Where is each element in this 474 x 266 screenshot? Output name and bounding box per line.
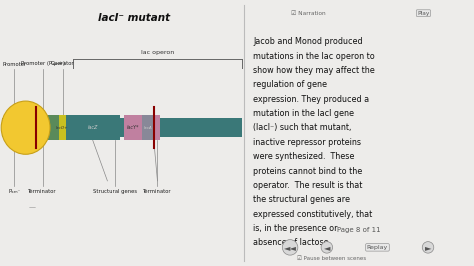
Text: expressed constitutively, that: expressed constitutively, that [253, 210, 373, 219]
Text: lacI⁻ mutant: lacI⁻ mutant [98, 13, 170, 23]
Text: lacZ: lacZ [88, 125, 98, 130]
Text: Terminator: Terminator [28, 189, 57, 194]
Text: mutations in the lac operon to: mutations in the lac operon to [253, 52, 375, 61]
Circle shape [1, 101, 50, 154]
Text: mutation in the lacI gene: mutation in the lacI gene [253, 109, 354, 118]
Text: lac operon: lac operon [141, 49, 174, 55]
Text: inactive repressor proteins: inactive repressor proteins [253, 138, 361, 147]
Bar [125, 115, 142, 140]
Bar [46, 115, 59, 140]
Text: operator.  The result is that: operator. The result is that [253, 181, 363, 190]
Text: Operator: Operator [51, 61, 75, 66]
Text: —: — [28, 205, 35, 210]
Bar [2, 118, 242, 137]
Text: Promoter: Promoter [2, 61, 26, 66]
Text: lacY*: lacY* [127, 125, 139, 130]
Bar [154, 115, 160, 140]
Text: proteins cannot bind to the: proteins cannot bind to the [253, 167, 363, 176]
Text: Replay: Replay [367, 245, 388, 250]
Bar [59, 115, 66, 140]
Text: Terminator: Terminator [143, 189, 172, 194]
Text: show how they may affect the: show how they may affect the [253, 66, 375, 75]
Text: lacA: lacA [144, 126, 152, 130]
Text: Pₓₐₙ⁻: Pₓₐₙ⁻ [8, 189, 20, 194]
Text: ☑ Pause between scenes: ☑ Pause between scenes [297, 256, 366, 261]
Text: (lacI⁻) such that mutant,: (lacI⁻) such that mutant, [253, 123, 352, 132]
Text: lacO+: lacO+ [56, 126, 69, 130]
Text: Page 8 of 11: Page 8 of 11 [337, 227, 381, 233]
Text: ►: ► [425, 243, 431, 252]
Bar [36, 115, 46, 140]
Text: Structural genes: Structural genes [93, 189, 137, 194]
Text: the structural genes are: the structural genes are [253, 195, 350, 204]
Bar [5, 115, 18, 140]
Text: Promoter (Pₓₐₙ+): Promoter (Pₓₐₙ+) [21, 61, 65, 66]
Text: ◄: ◄ [324, 243, 330, 252]
Bar [66, 115, 120, 140]
Text: regulation of gene: regulation of gene [253, 80, 328, 89]
Text: Jacob and Monod produced: Jacob and Monod produced [253, 37, 363, 46]
Text: expression. They produced a: expression. They produced a [253, 95, 369, 104]
Text: is, in the presence or: is, in the presence or [253, 224, 338, 233]
Text: were synthesized.  These: were synthesized. These [253, 152, 355, 161]
Text: Play: Play [417, 11, 429, 16]
Text: ☑ Narration: ☑ Narration [291, 11, 326, 16]
Text: absence of lactose.: absence of lactose. [253, 238, 331, 247]
Bar [142, 115, 154, 140]
Text: ◄◄: ◄◄ [283, 243, 297, 252]
